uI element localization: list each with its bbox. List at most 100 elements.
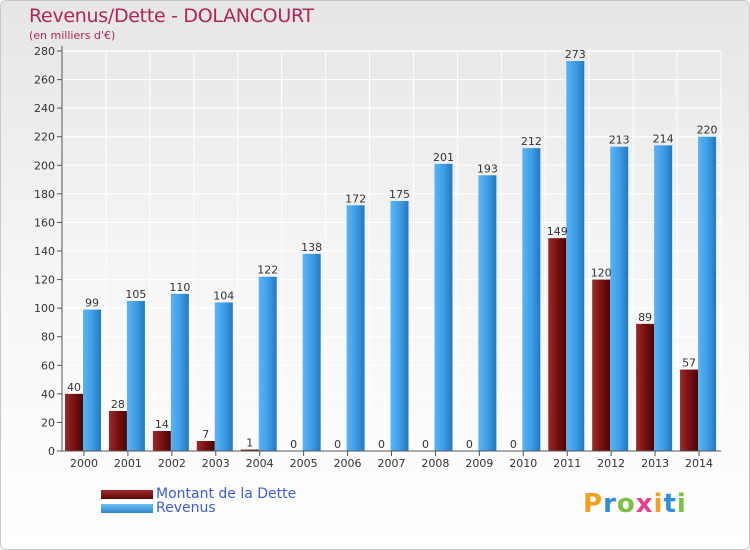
data-label-debt: 149 [547,225,568,238]
bar-revenue [83,309,101,451]
x-tick-label: 2008 [421,457,449,470]
y-tick-label: 80 [41,331,55,344]
bar-debt [65,393,83,451]
data-label-revenue: 110 [169,281,190,294]
data-label-revenue: 104 [213,289,234,302]
bar-debt [680,369,699,451]
x-tick-label: 2004 [246,457,274,470]
data-label-revenue: 273 [565,48,586,61]
bar-revenue [214,302,233,451]
x-tick-label: 2002 [158,457,186,470]
data-label-revenue: 214 [653,132,674,145]
y-tick-label: 180 [34,188,55,201]
bar-revenue [698,136,717,451]
bar-debt [548,238,567,451]
legend-swatch-revenue [101,504,153,513]
bar-debt [152,431,171,451]
data-label-revenue: 220 [697,124,718,137]
bar-revenue [566,61,585,451]
data-label-debt: 89 [638,311,652,324]
y-tick-label: 140 [34,245,55,258]
data-label-revenue: 172 [345,192,366,205]
bar-revenue [390,201,409,451]
x-tick-label: 2000 [70,457,98,470]
data-label-debt: 0 [290,438,297,451]
logo-letter: o [616,489,636,519]
logo-letter: i [676,489,687,519]
data-label-revenue: 213 [609,134,630,147]
x-tick-label: 2006 [334,457,362,470]
x-tick-label: 2013 [641,457,669,470]
bar-revenue [610,146,629,451]
data-label-revenue: 212 [521,135,542,148]
legend-label-debt: Montant de la Dette [156,486,297,502]
logo-letter: r [603,489,617,519]
legend-label-revenue: Revenus [156,500,216,516]
x-tick-label: 2014 [685,457,713,470]
bar-revenue [302,253,321,451]
data-label-debt: 57 [682,357,696,370]
y-tick-label: 20 [41,416,55,429]
y-tick-label: 100 [34,302,55,315]
data-label-revenue: 193 [477,162,498,175]
bar-revenue [346,205,365,451]
data-label-revenue: 122 [257,264,278,277]
bar-debt [636,323,655,451]
y-tick-label: 120 [34,274,55,287]
bar-debt [108,411,127,451]
y-tick-label: 240 [34,102,55,115]
data-label-revenue: 105 [125,288,146,301]
x-tick-label: 2003 [202,457,230,470]
data-label-debt: 0 [466,438,473,451]
y-tick-label: 160 [34,216,55,229]
data-label-revenue: 201 [433,151,454,164]
y-tick-label: 60 [41,359,55,372]
y-tick-label: 200 [34,159,55,172]
data-label-debt: 28 [111,398,125,411]
logo-letter: P [583,489,604,519]
y-tick-label: 280 [34,45,55,58]
data-label-debt: 0 [334,438,341,451]
logo-letter: t [663,489,677,519]
data-label-revenue: 138 [301,241,322,254]
bar-debt [592,279,611,451]
bar-revenue [478,175,497,452]
x-tick-label: 2005 [290,457,318,470]
logo-letter: x [635,489,654,519]
chart-subtitle: (en milliers d'€) [29,29,116,42]
legend-swatch-debt [101,490,153,499]
data-label-debt: 14 [155,418,169,431]
bar-revenue [434,163,453,451]
y-tick-label: 260 [34,74,55,87]
bar-revenue [522,148,541,451]
y-tick-label: 0 [48,445,55,458]
bar-revenue [126,301,145,451]
x-tick-label: 2009 [465,457,493,470]
data-label-debt: 1 [246,437,253,450]
x-tick-label: 2001 [114,457,142,470]
bar-debt [196,441,215,451]
bar-debt [240,449,259,451]
chart-title: Revenus/Dette - DOLANCOURT [29,5,314,27]
data-label-revenue: 99 [85,297,99,310]
logo-letter: i [653,489,664,519]
x-tick-label: 2010 [509,457,537,470]
bar-revenue [258,276,277,451]
proxiti-logo: Proxiti [583,489,687,519]
x-tick-label: 2012 [597,457,625,470]
data-label-debt: 0 [422,438,429,451]
bar-revenue [654,145,673,452]
x-tick-label: 2011 [553,457,581,470]
y-tick-label: 220 [34,131,55,144]
data-label-revenue: 175 [389,188,410,201]
data-label-debt: 120 [591,267,612,280]
y-tick-label: 40 [41,388,55,401]
bar-revenue [170,293,189,451]
data-label-debt: 40 [67,381,81,394]
x-tick-label: 2007 [378,457,406,470]
data-label-debt: 7 [202,428,209,441]
data-label-debt: 0 [378,438,385,451]
data-label-debt: 0 [510,438,517,451]
